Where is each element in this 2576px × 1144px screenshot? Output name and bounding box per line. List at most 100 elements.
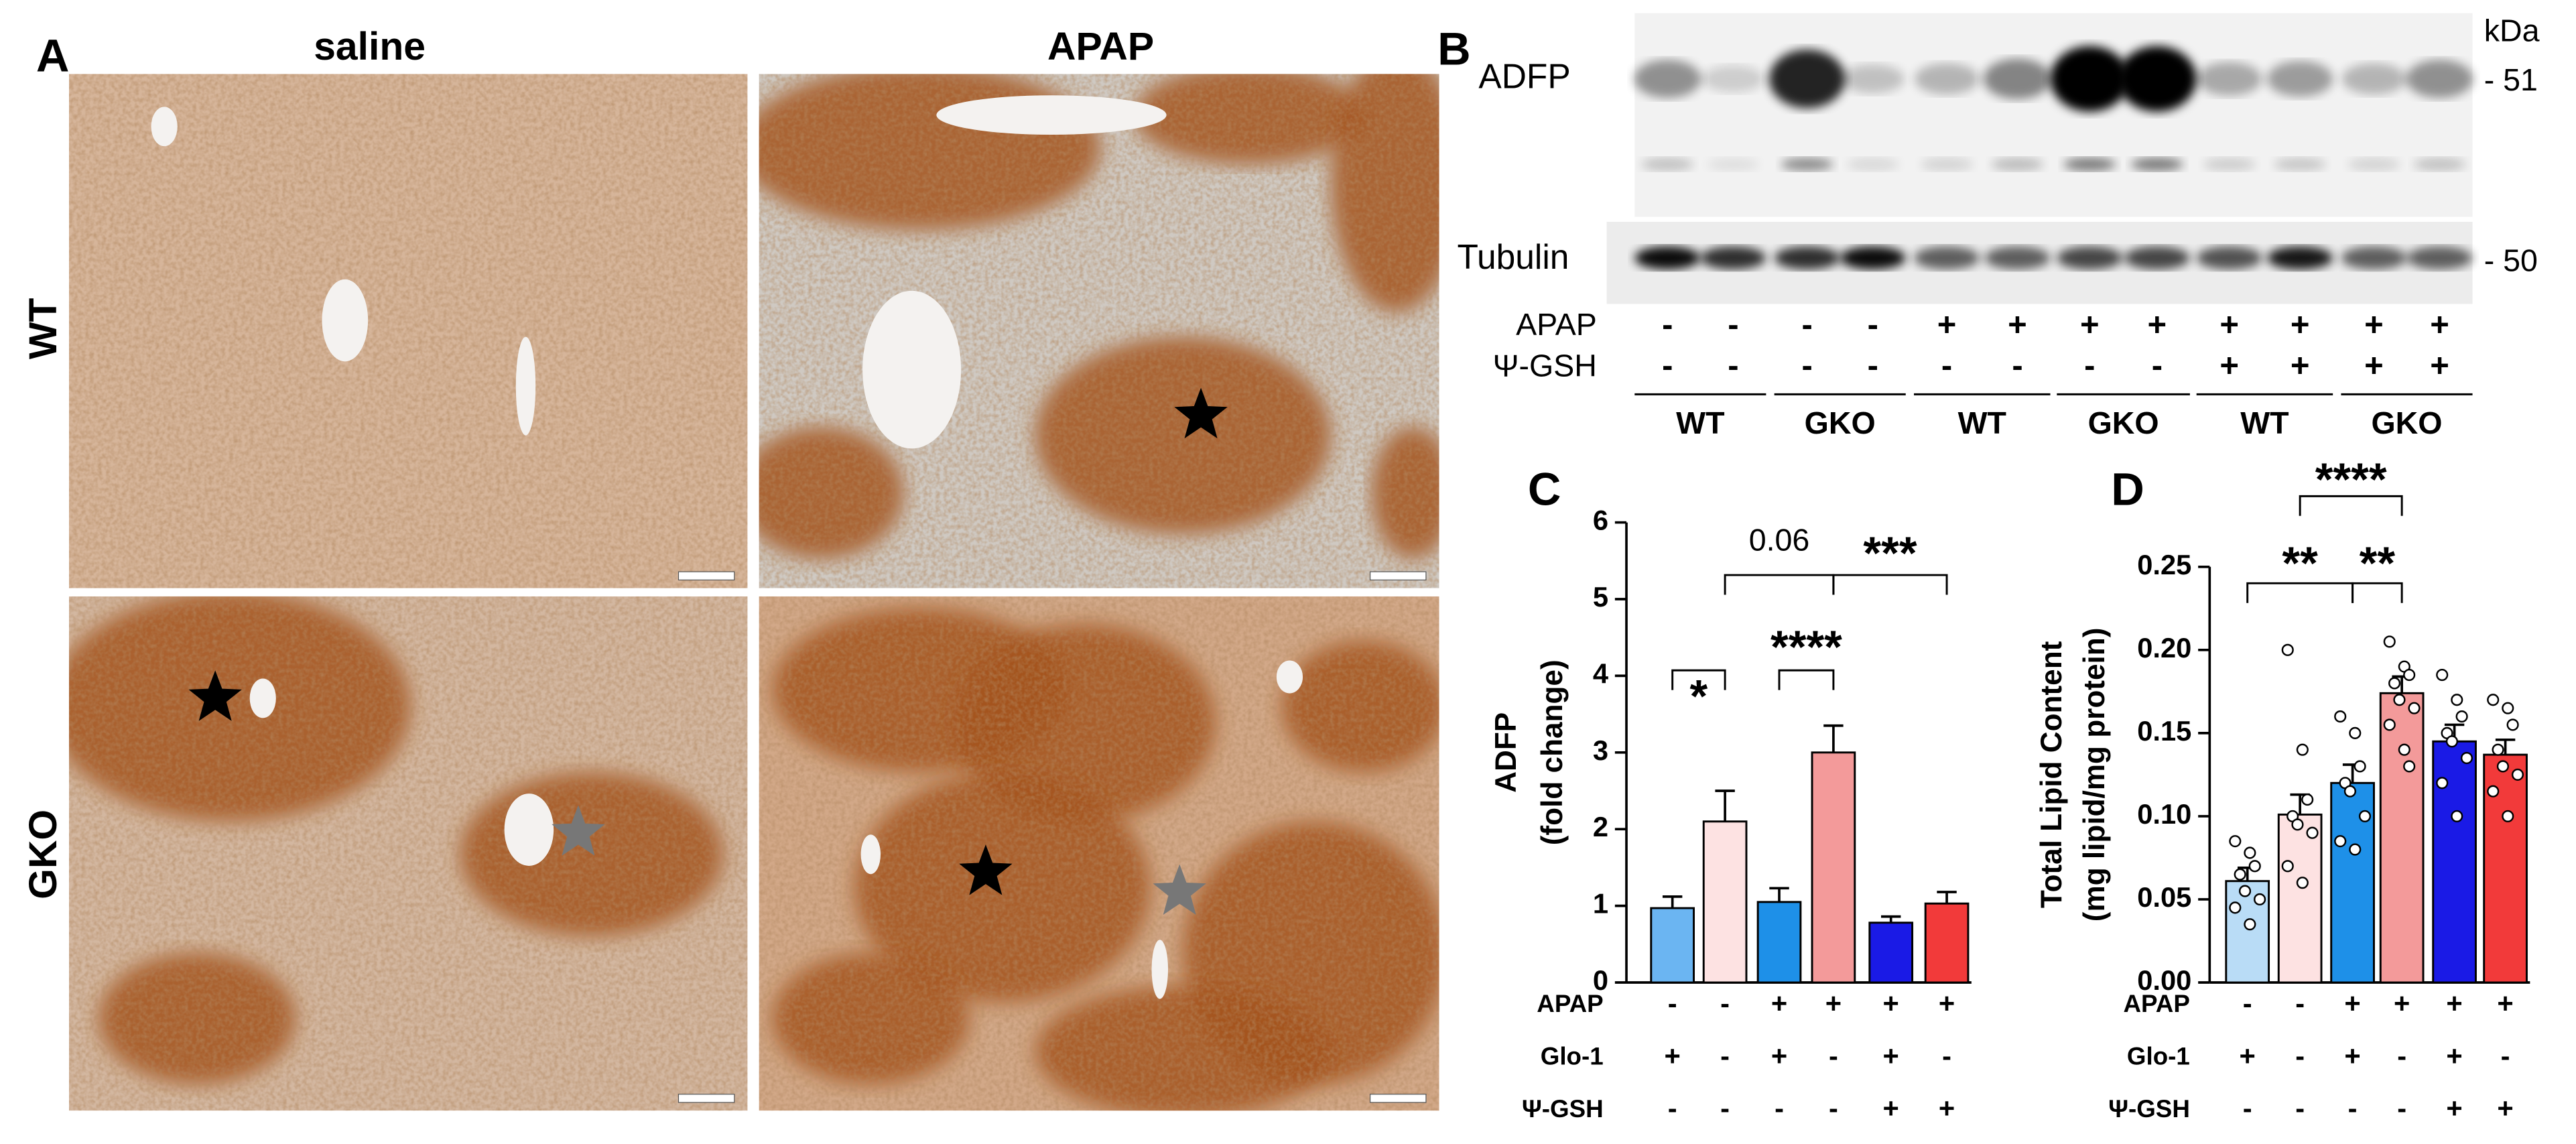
condition-sign: - [2152, 348, 2163, 384]
band [1841, 64, 1905, 94]
scale-bar [1369, 1094, 1427, 1103]
band [1769, 49, 1846, 109]
data-point [2244, 846, 2256, 859]
data-point [2398, 743, 2410, 756]
condition-sign: + [2446, 1092, 2462, 1124]
data-point [2296, 877, 2309, 889]
band [1840, 246, 1906, 270]
histology-image [759, 74, 1439, 588]
scale-bar [678, 1094, 735, 1103]
condition-sign: - [1720, 1040, 1730, 1072]
data-point [2383, 718, 2396, 731]
condition-sign: + [2364, 348, 2384, 384]
data-point [2436, 777, 2449, 789]
condition-sign: - [2501, 1040, 2510, 1072]
band [2273, 157, 2327, 171]
data-point [2244, 918, 2256, 931]
group-label: GKO [1805, 405, 1876, 440]
condition-sign: - [2295, 1040, 2305, 1072]
group-label: GKO [2371, 405, 2442, 440]
condition-sign: + [2430, 348, 2449, 384]
band [2203, 157, 2256, 171]
blot-background [1634, 13, 2473, 217]
condition-sign: + [2240, 1040, 2256, 1072]
data-point [2445, 735, 2458, 748]
data-point [2238, 885, 2252, 897]
data-point [2451, 810, 2463, 822]
data-point [2301, 793, 2314, 806]
data-point [2291, 818, 2304, 831]
condition-label: APAP [1537, 990, 1603, 1017]
band [1984, 246, 2051, 270]
significance-bracket [2352, 582, 2403, 603]
band [2341, 63, 2406, 94]
blot-label: Tubulin [1458, 237, 1569, 276]
significance-label: **** [2315, 454, 2387, 505]
data-point [2492, 743, 2504, 756]
western-blot [1634, 46, 2473, 270]
condition-sign: - [2084, 348, 2095, 384]
condition-label: Glo-1 [1541, 1043, 1604, 1070]
condition-label: APAP [2123, 990, 2189, 1017]
condition-sign: + [1664, 1040, 1680, 1072]
row-label: WT [21, 298, 65, 360]
histology-image [68, 74, 748, 588]
band [2406, 60, 2473, 99]
data-point [2506, 718, 2519, 731]
condition-sign: + [1883, 1040, 1899, 1072]
panel-letter: D [2111, 464, 2144, 515]
condition-label: Ψ-GSH [1522, 1095, 1604, 1123]
data-point [2354, 760, 2366, 773]
band [2063, 157, 2116, 171]
data-point [2455, 710, 2468, 723]
condition-sign: - [2397, 1040, 2406, 1072]
data-point [2502, 810, 2514, 822]
band [1914, 246, 1980, 270]
condition-sign: - [1662, 348, 1673, 384]
condition-sign: + [2497, 1092, 2513, 1124]
condition-sign: - [2348, 1092, 2358, 1124]
data-point [2502, 702, 2514, 714]
significance-bracket [1724, 574, 1835, 595]
condition-sign: + [2364, 307, 2384, 343]
y-tick-label: 0.00 [2137, 964, 2191, 996]
condition-sign: + [2446, 1040, 2462, 1072]
band [1641, 157, 1694, 171]
star-marker [552, 805, 605, 856]
star-marker [1153, 864, 1206, 915]
band [2197, 62, 2262, 96]
marker-label: - 51 [2484, 62, 2538, 97]
data-point [2306, 826, 2319, 839]
condition-sign: - [1829, 1092, 1838, 1124]
data-point [2229, 835, 2242, 848]
data-point [2229, 901, 2242, 914]
condition-sign: - [1942, 1040, 1951, 1072]
data-point [2403, 760, 2416, 773]
bar [2277, 813, 2323, 984]
condition-sign: + [2344, 987, 2360, 1019]
condition-sign: - [1941, 348, 1952, 384]
bar [1811, 751, 1856, 984]
bar [1756, 901, 1802, 984]
condition-label: Ψ-GSH [1493, 348, 1597, 383]
group-label: GKO [2088, 405, 2159, 440]
data-point [2487, 694, 2500, 706]
tissue-texture [68, 74, 748, 588]
y-axis-label: (fold change) [1536, 659, 1569, 845]
condition-sign: + [1825, 987, 1842, 1019]
tissue-texture [68, 596, 748, 1111]
vessel [936, 95, 1167, 135]
significance-label: 0.06 [1749, 522, 1810, 557]
data-point [2496, 760, 2509, 773]
y-tick-label: 3 [1593, 735, 1608, 766]
band [2267, 246, 2333, 270]
band [2057, 246, 2123, 270]
condition-sign: - [1868, 348, 1878, 384]
significance-label: ** [2360, 537, 2396, 589]
row-label: GKO [21, 810, 65, 899]
condition-sign: + [2008, 307, 2027, 343]
data-point [2451, 694, 2463, 706]
condition-sign: + [2148, 307, 2167, 343]
condition-sign: + [2219, 348, 2239, 384]
